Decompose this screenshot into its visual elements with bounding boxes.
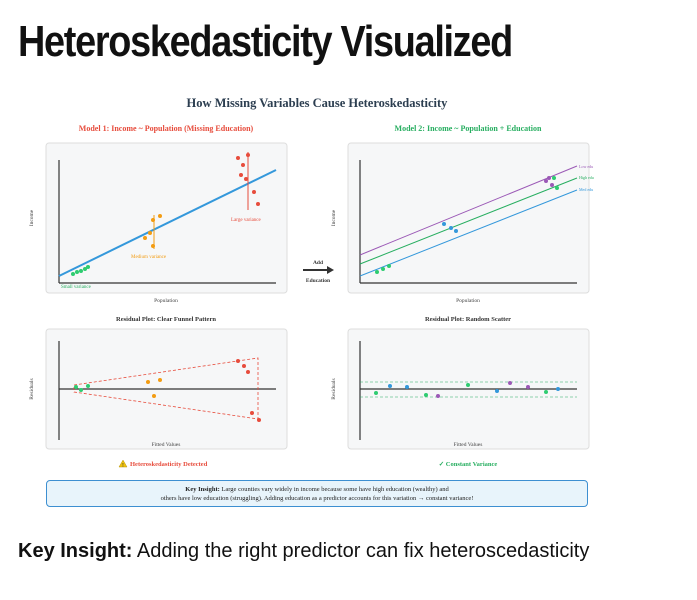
model2-panel: Low edu High edu Med edu xyxy=(347,142,594,294)
model1-x-label: Population xyxy=(154,298,178,304)
insight-box: Key Insight: Large counties vary widely … xyxy=(46,480,588,507)
constant-variance-label: ✓ Constant Variance xyxy=(439,461,498,468)
insight-text-2: others have low education (struggling). … xyxy=(160,495,474,502)
insight-line-1: Key Insight: Large counties vary widely … xyxy=(47,485,587,494)
model1-title: Model 1: Income ~ Population (Missing Ed… xyxy=(79,124,254,133)
insight-text-1: Large counties vary widely in income bec… xyxy=(221,486,449,493)
arrow-label-bottom: Education xyxy=(306,278,330,284)
residual1-y-label: Residuals xyxy=(29,378,35,399)
medium-variance-label: Medium variance xyxy=(131,255,167,260)
legend-low-edu: Low edu xyxy=(579,164,593,169)
small-variance-points xyxy=(71,265,90,276)
warning-label: Heteroskedasticity Detected xyxy=(130,461,208,468)
model2-x-label: Population xyxy=(456,298,480,304)
high-edu-line xyxy=(359,177,578,265)
model2-y-label: Income xyxy=(331,209,337,226)
regression-line xyxy=(58,169,277,277)
warning-icon: ! xyxy=(118,459,128,469)
legend-high-edu: High edu xyxy=(579,175,594,180)
model1-y-label: Income xyxy=(29,209,35,226)
model2-title: Model 2: Income ~ Population + Education xyxy=(395,124,543,133)
model2-points-purple xyxy=(544,176,554,187)
small-variance-label: Small variance xyxy=(61,285,92,290)
model2-points-blue xyxy=(442,222,458,233)
bottom-label: Key Insight: xyxy=(18,540,133,562)
med-edu-line xyxy=(359,189,578,277)
large-variance-label: Large variance xyxy=(231,218,262,223)
residual2-title: Residual Plot: Random Scatter xyxy=(425,316,511,323)
svg-text:!: ! xyxy=(122,464,124,469)
residual2-points xyxy=(374,381,560,398)
large-variance-points xyxy=(236,152,260,210)
arrow-label-top: Add xyxy=(313,260,323,266)
residual1-points xyxy=(74,359,261,422)
bottom-text: Adding the right predictor can fix heter… xyxy=(132,540,590,562)
residual1-panel xyxy=(45,328,288,450)
residual1-title: Residual Plot: Clear Funnel Pattern xyxy=(116,316,216,323)
slide-title: Heteroskedasticity Visualized xyxy=(18,17,513,66)
residual2-panel xyxy=(347,328,590,450)
residual2-y-label: Residuals xyxy=(331,378,337,399)
residual2-x-label: Fitted Values xyxy=(454,442,483,448)
insight-label: Key Insight: xyxy=(185,486,220,493)
diagram-heading: How Missing Variables Cause Heteroskedas… xyxy=(187,96,449,110)
medium-variance-points xyxy=(143,214,162,249)
model1-panel: Small variance Medium variance Large var… xyxy=(45,142,288,294)
bottom-caption: Key Insight: Adding the right predictor … xyxy=(18,540,589,563)
add-education-arrow: Add Education xyxy=(303,260,334,284)
low-edu-line xyxy=(359,165,578,256)
legend-med-edu: Med edu xyxy=(579,187,593,192)
residual1-x-label: Fitted Values xyxy=(152,442,181,448)
model2-points-green xyxy=(375,176,559,274)
